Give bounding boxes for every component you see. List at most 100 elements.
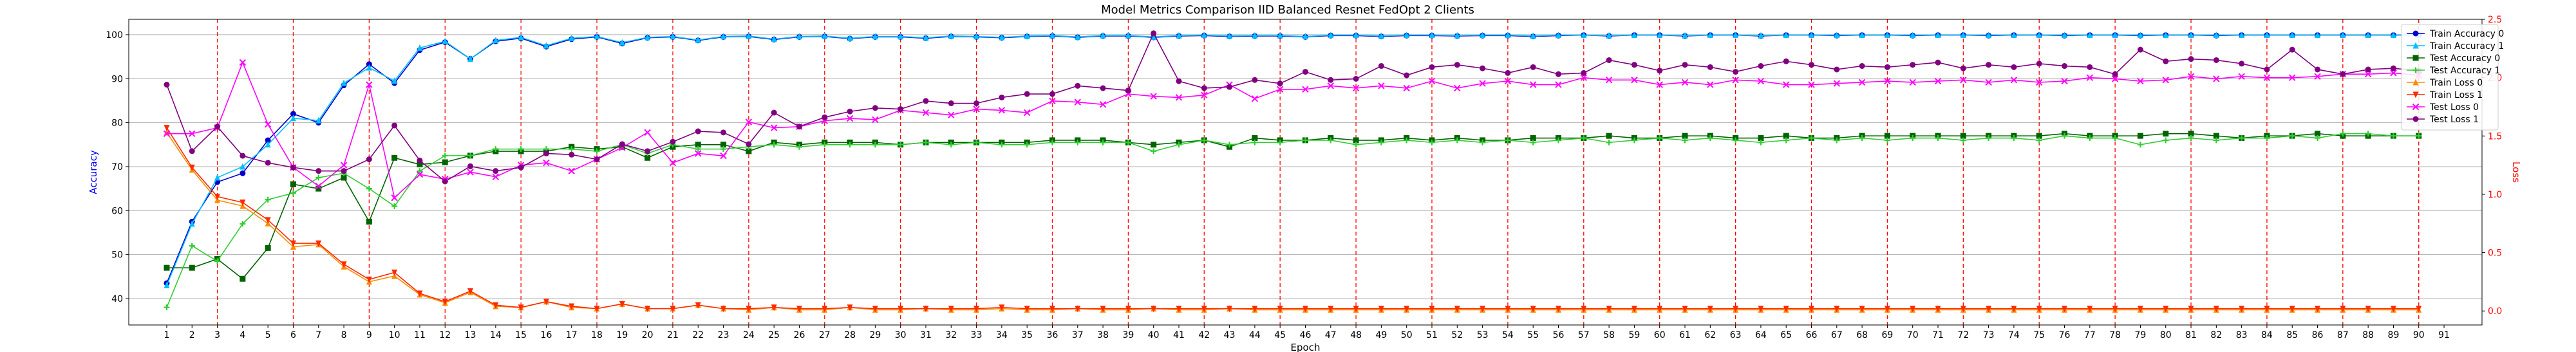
x-tick-label: 78 <box>2109 330 2121 340</box>
data-point <box>1707 135 1713 142</box>
data-point <box>1353 32 1359 39</box>
data-point <box>1834 137 1840 144</box>
data-point <box>2087 135 2093 142</box>
data-point <box>1201 32 1207 39</box>
data-point <box>2011 32 2017 39</box>
data-point <box>1252 135 1258 142</box>
data-point <box>543 299 549 306</box>
data-point <box>1733 137 1739 144</box>
series-3 <box>164 131 2422 311</box>
data-point <box>1910 306 1916 313</box>
data-point <box>2213 32 2219 39</box>
data-point <box>1378 32 1384 39</box>
data-point <box>2416 306 2422 313</box>
x-tick-label: 76 <box>2059 330 2071 340</box>
data-point <box>1429 139 1435 145</box>
x-tick-label: 43 <box>1224 330 1236 340</box>
data-point <box>2062 306 2068 313</box>
data-point <box>1454 62 1460 68</box>
data-point <box>1302 86 1309 93</box>
data-point <box>467 163 474 169</box>
data-point <box>1049 139 1055 145</box>
x-tick-label: 40 <box>1148 330 1160 340</box>
data-point <box>619 141 625 147</box>
data-point <box>2062 32 2068 39</box>
x-tick-label: 73 <box>1983 330 1995 340</box>
data-point <box>670 138 676 145</box>
data-point <box>1530 139 1536 145</box>
data-point <box>2264 306 2270 313</box>
data-point <box>1910 32 1916 39</box>
x-tick-label: 51 <box>1426 330 1438 340</box>
data-point <box>366 81 373 88</box>
data-point <box>2011 64 2017 70</box>
data-point <box>2365 66 2371 73</box>
data-point <box>1910 62 1916 68</box>
x-tick-label: 29 <box>869 330 881 340</box>
data-point <box>214 258 221 264</box>
data-point <box>2163 131 2169 137</box>
data-point <box>1151 30 1157 37</box>
x-tick-label: 3 <box>214 330 220 340</box>
data-point <box>240 275 246 282</box>
data-point <box>1681 79 1689 86</box>
data-point <box>1884 64 1890 70</box>
data-point <box>695 150 702 157</box>
data-point <box>872 142 878 148</box>
data-point <box>973 306 980 313</box>
data-point <box>2137 77 2144 85</box>
data-point <box>1985 79 1992 86</box>
x-tick-label: 2 <box>189 330 195 340</box>
data-point <box>594 33 600 40</box>
data-point <box>214 124 221 130</box>
data-point <box>898 33 904 40</box>
legend-label: Train Accuracy 1 <box>2429 41 2504 51</box>
data-point <box>1834 66 1840 73</box>
data-point <box>2112 71 2118 77</box>
data-point <box>1277 139 1283 145</box>
data-point <box>822 32 828 39</box>
x-tick-label: 4 <box>240 330 245 340</box>
x-axis-label: Epoch <box>1291 342 1321 352</box>
data-point <box>1858 79 1866 86</box>
data-point <box>2036 133 2042 139</box>
data-point <box>2187 73 2195 80</box>
data-point <box>1606 57 1612 63</box>
data-point <box>2289 133 2295 139</box>
data-point <box>315 174 322 181</box>
data-point <box>391 203 398 209</box>
data-point <box>1859 306 1865 313</box>
x-tick-label: 25 <box>768 330 780 340</box>
data-point <box>290 111 296 117</box>
data-point <box>1328 77 1334 83</box>
data-point <box>1935 306 1941 313</box>
data-point <box>999 33 1005 41</box>
data-point <box>1605 77 1613 84</box>
legend-marker <box>2412 55 2419 61</box>
data-point <box>265 196 271 203</box>
data-point <box>1884 77 1891 85</box>
data-point <box>1277 32 1283 39</box>
data-point <box>1758 63 1764 69</box>
data-point <box>2011 306 2017 313</box>
data-point <box>2289 46 2295 53</box>
data-point <box>2062 133 2068 139</box>
data-point <box>1530 32 1536 39</box>
x-tick-label: 14 <box>490 330 502 340</box>
data-point <box>898 142 904 148</box>
legend-label: Test Accuracy 0 <box>2429 53 2500 64</box>
x-tick-label: 21 <box>667 330 679 340</box>
x-tick-label: 49 <box>1375 330 1387 340</box>
data-point <box>2340 71 2346 77</box>
data-point <box>999 94 1005 100</box>
data-point <box>1024 142 1030 148</box>
data-point <box>467 169 474 176</box>
data-point <box>1809 32 1815 39</box>
data-point <box>695 146 701 153</box>
data-point <box>771 35 777 42</box>
data-point <box>1530 64 1536 70</box>
data-point <box>1631 306 1637 313</box>
axis-layer: 1 2 3 4 5 6 7 8 9 10 11 12 13 14 15 16 17 18 19 20 21 22 23 24 2… <box>106 15 2502 340</box>
data-point <box>2087 32 2093 39</box>
data-point <box>2036 137 2042 144</box>
